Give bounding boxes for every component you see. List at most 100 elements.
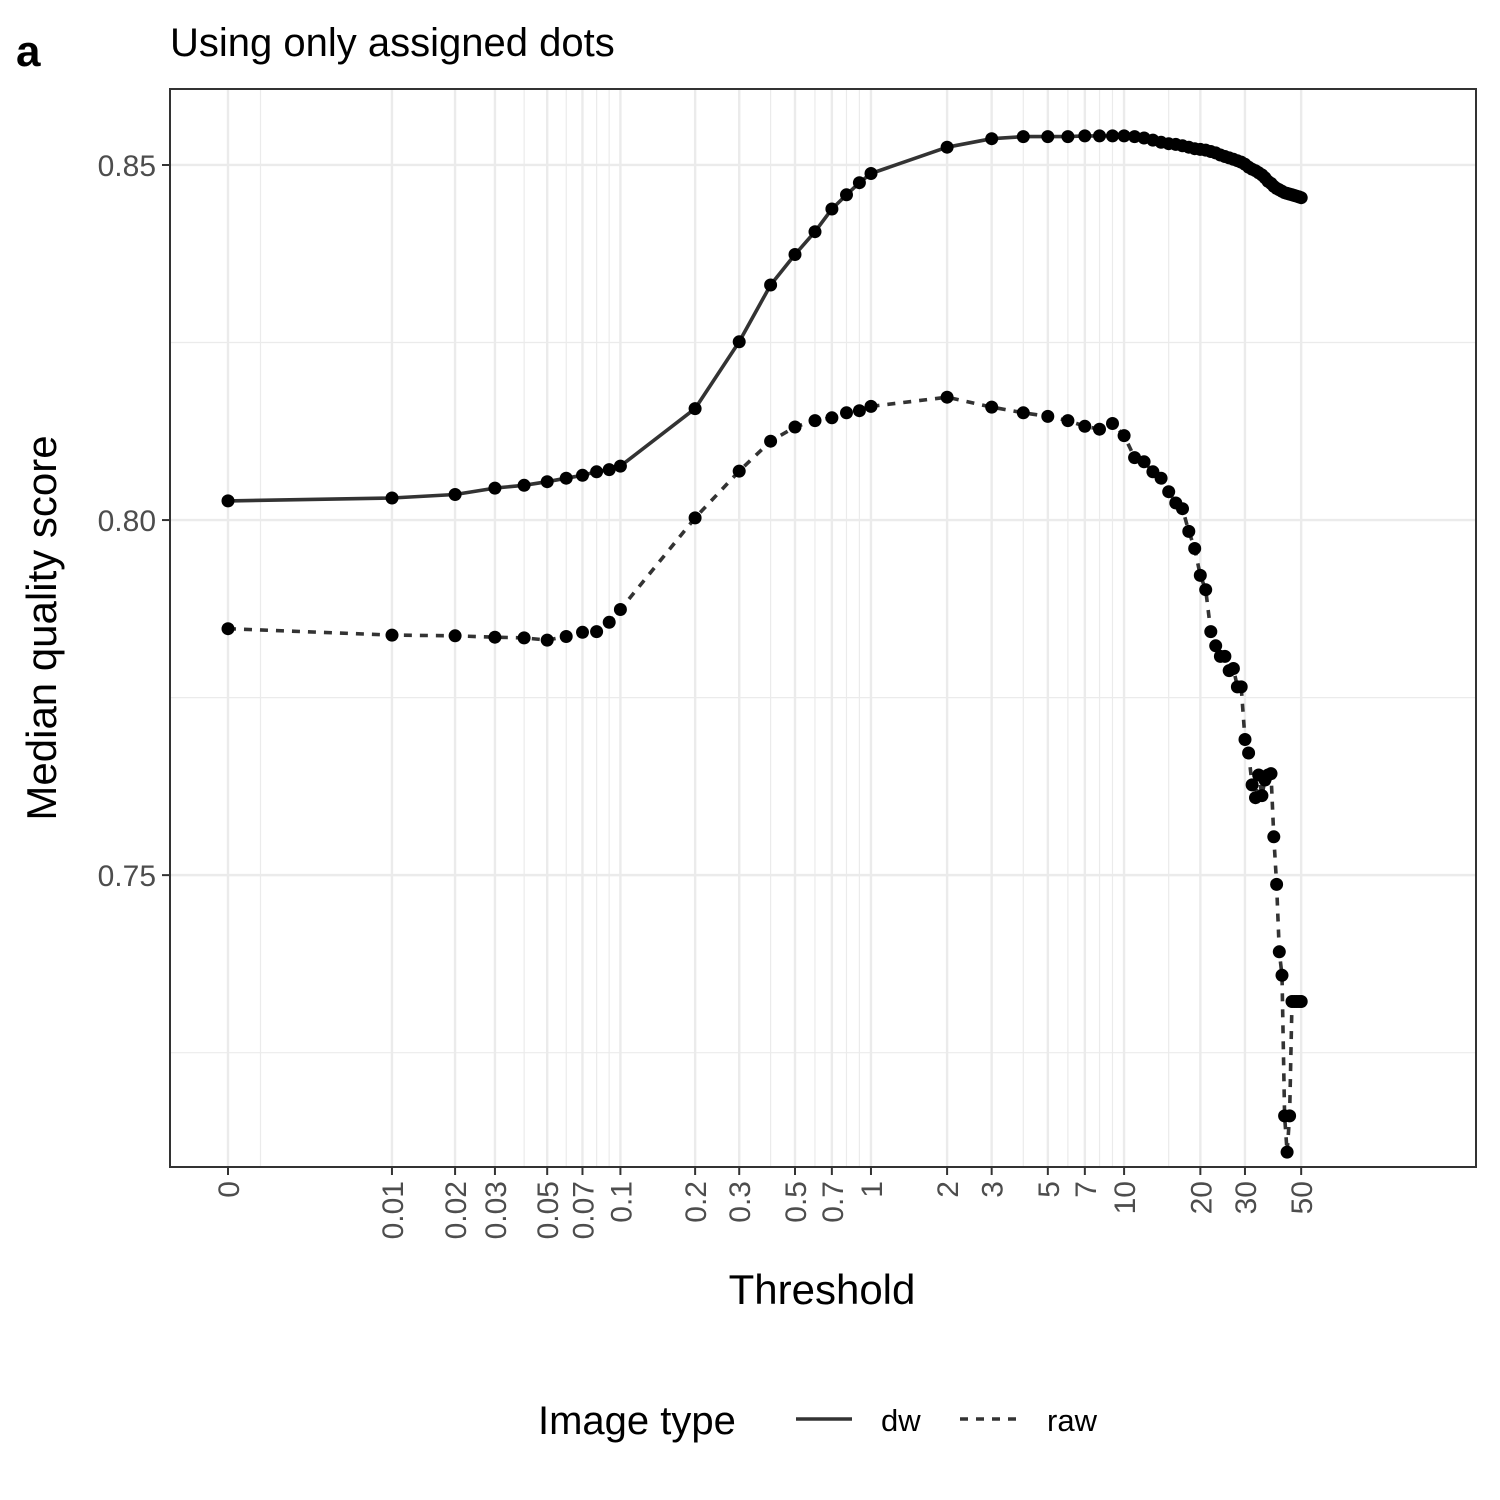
data-point-raw <box>385 628 399 642</box>
data-point-raw <box>1204 625 1218 639</box>
data-point-raw <box>1226 662 1240 675</box>
data-point-raw <box>576 625 589 639</box>
legend-title: Image type <box>538 1399 736 1443</box>
data-point-raw <box>1234 680 1248 694</box>
x-tick-label: 30 <box>1230 1181 1263 1214</box>
legend-label-raw: raw <box>1047 1403 1098 1438</box>
data-point-dw <box>852 176 866 190</box>
x-tick-label: 0 <box>213 1181 246 1198</box>
data-point-raw <box>1154 471 1168 485</box>
x-tick-label: 0.02 <box>440 1181 473 1239</box>
data-point-raw <box>1238 733 1252 746</box>
data-point-dw <box>540 475 554 489</box>
data-point-raw <box>448 629 462 643</box>
data-point-dw <box>385 491 399 505</box>
data-point-raw <box>1188 542 1202 555</box>
x-tick-label: 50 <box>1286 1181 1319 1214</box>
data-point-dw <box>590 465 604 479</box>
y-axis: 0.75 0.80 0.85 <box>98 150 170 893</box>
data-point-raw <box>1041 409 1055 423</box>
data-point-raw <box>488 630 502 644</box>
data-point-raw <box>602 615 616 629</box>
y-minor-gridlines <box>170 341 1476 1054</box>
plot-panel-border <box>169 88 1477 1168</box>
data-point-dw <box>448 488 462 501</box>
data-point-dw <box>1093 129 1106 143</box>
data-point-dw <box>1041 130 1055 144</box>
data-point-raw <box>1117 429 1131 443</box>
data-point-raw <box>1093 422 1106 436</box>
data-point-raw <box>1137 455 1151 469</box>
data-point-raw <box>864 399 878 413</box>
data-point-raw <box>808 414 822 428</box>
x-tick-label: 2 <box>932 1181 965 1198</box>
data-point-raw <box>732 464 746 478</box>
data-point-dw <box>1106 129 1119 143</box>
data-point-raw <box>840 406 853 420</box>
data-point-dw <box>764 278 778 292</box>
data-point-dw <box>864 167 878 180</box>
data-point-raw <box>1209 639 1223 653</box>
data-point-raw <box>221 622 235 636</box>
x-major-gridlines <box>226 89 1303 1167</box>
x-tick-label: 0.07 <box>567 1181 600 1239</box>
data-point-dw <box>1016 130 1030 144</box>
data-point-dw <box>688 402 702 416</box>
data-point-raw <box>1162 485 1176 499</box>
data-point-raw <box>688 511 702 525</box>
x-tick-label: 7 <box>1070 1181 1103 1198</box>
x-tick-label: 1 <box>856 1181 889 1198</box>
x-tick-label: 0.2 <box>680 1181 713 1223</box>
data-point-raw <box>1294 995 1308 1008</box>
data-point-raw <box>1218 649 1232 663</box>
x-tick-label: 0.3 <box>724 1181 757 1223</box>
legend-label-dw: dw <box>881 1403 921 1438</box>
data-point-dw <box>488 481 502 495</box>
x-tick-label: 0.01 <box>377 1181 410 1239</box>
data-point-raw <box>1193 568 1207 582</box>
data-point-raw <box>1270 877 1284 891</box>
data-point-raw <box>1275 968 1289 982</box>
data-point-dw <box>1061 130 1075 144</box>
y-tick-label: 0.75 <box>98 860 156 893</box>
data-point-dw <box>1117 129 1131 143</box>
data-point-dw <box>840 188 853 202</box>
data-point-dw <box>732 335 746 349</box>
y-tick-label: 0.85 <box>98 150 156 183</box>
data-point-raw <box>1016 406 1030 420</box>
x-tick-label: 0.1 <box>605 1181 638 1223</box>
data-point-raw <box>940 390 954 404</box>
x-tick-label: 0.7 <box>817 1181 850 1223</box>
data-point-raw <box>852 404 866 418</box>
data-point-dw <box>1128 130 1142 144</box>
data-point-raw <box>559 630 573 643</box>
data-point-raw <box>1106 417 1119 430</box>
series-points <box>221 129 1308 1159</box>
x-axis: 0 0.01 0.02 0.03 0.05 0.07 0.1 0.2 0.3 0.5 0.7 1 2 3 5… <box>213 1167 1319 1239</box>
data-point-dw <box>517 478 531 492</box>
data-point-dw <box>221 494 235 508</box>
data-point-raw <box>540 633 554 647</box>
y-axis-title: Median quality score <box>18 435 65 820</box>
plot-background <box>170 89 1476 1167</box>
data-point-dw <box>1078 129 1092 143</box>
data-point-raw <box>1255 789 1269 803</box>
x-tick-label: 0.03 <box>480 1181 513 1239</box>
data-point-dw <box>1294 191 1308 205</box>
data-point-raw <box>1245 778 1259 792</box>
data-point-dw <box>788 248 802 261</box>
data-point-raw <box>985 400 999 414</box>
x-tick-label: 5 <box>1033 1181 1066 1198</box>
data-point-dw <box>825 202 839 216</box>
data-point-dw <box>576 468 589 482</box>
data-point-raw <box>788 420 802 434</box>
data-point-raw <box>1176 502 1189 516</box>
data-point-raw <box>590 625 604 639</box>
data-point-raw <box>825 411 839 425</box>
data-point-dw <box>940 140 954 154</box>
data-point-dw <box>602 463 616 477</box>
chart-title: Using only assigned dots <box>170 21 615 65</box>
data-point-raw <box>1182 524 1196 538</box>
data-point-raw <box>1280 1145 1294 1159</box>
x-axis-title: Threshold <box>729 1266 916 1313</box>
